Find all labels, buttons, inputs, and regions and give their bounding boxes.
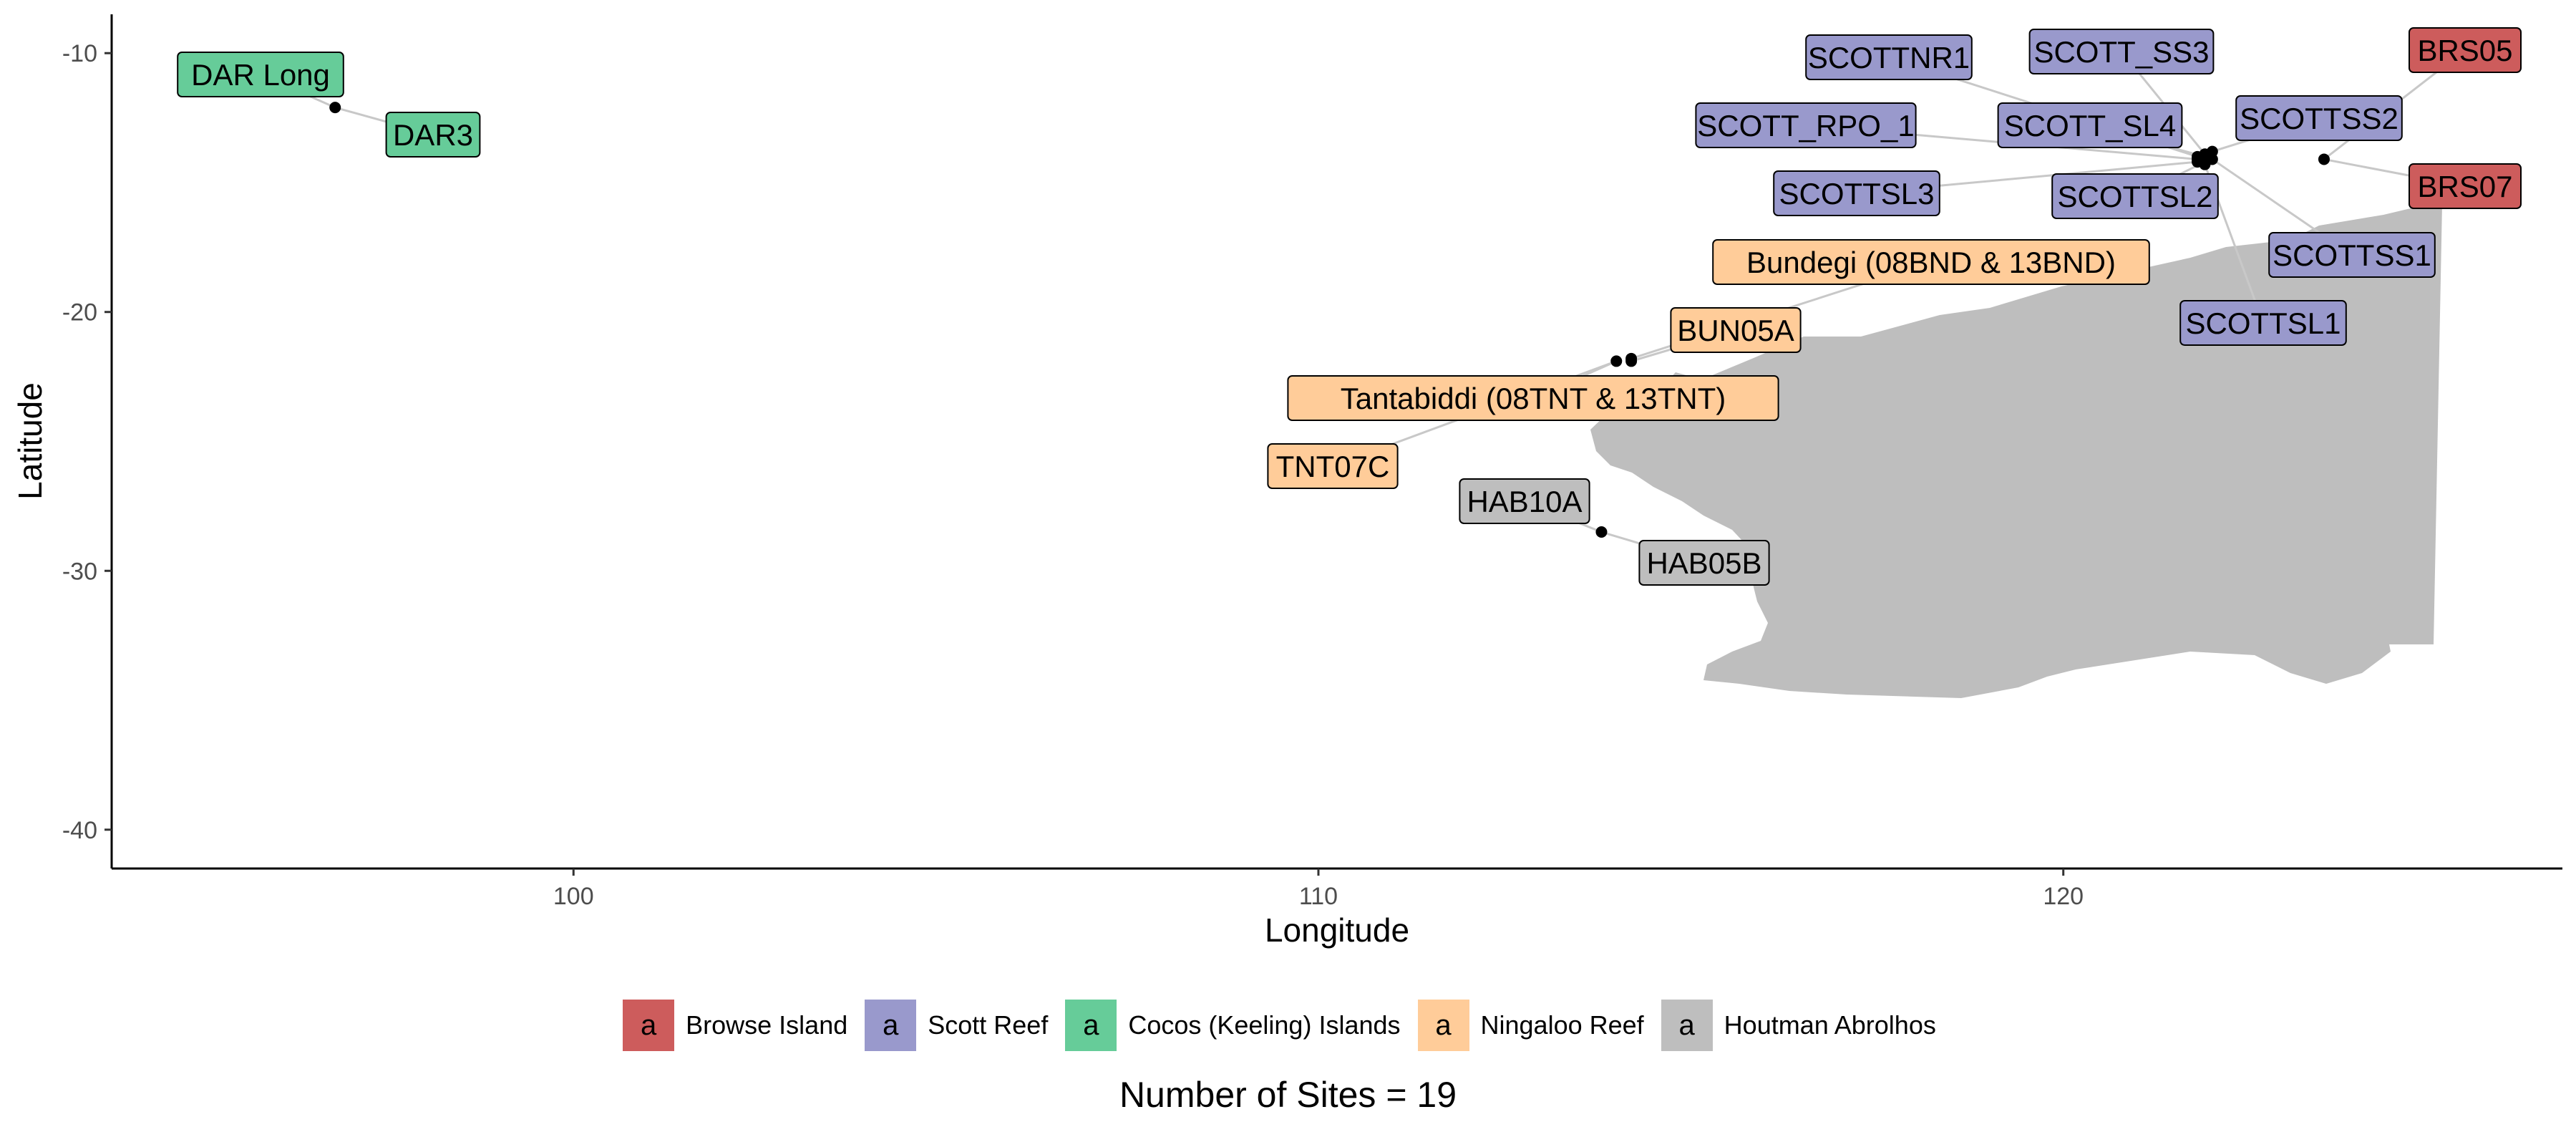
site-label: SCOTTSS1: [2268, 232, 2436, 278]
site-label-box: [385, 112, 481, 158]
site-label-box: [1287, 375, 1779, 421]
site-label: SCOTTNR1: [1805, 34, 1973, 80]
site-label: HAB10A: [1459, 478, 1590, 524]
site-label: Bundegi (08BND & 13BND): [1712, 239, 2150, 285]
site-label-text: SCOTTSS1: [2273, 238, 2431, 272]
site-label-text: BRS07: [2417, 170, 2512, 203]
legend-label: Browse Island: [686, 1010, 848, 1040]
site-label-text: DAR3: [393, 118, 473, 152]
y-tick-label: -10: [62, 40, 97, 67]
site-point: [1595, 526, 1608, 538]
x-tick-label: 100: [553, 883, 594, 910]
x-tick-label: 110: [1299, 883, 1338, 910]
legend: a Browse Island a Scott Reef a Cocos (Keeling…: [0, 1000, 2576, 1051]
legend-item: a Scott Reef: [865, 1000, 1048, 1051]
site-label: HAB05B: [1638, 540, 1770, 586]
site-label: DAR Long: [177, 52, 344, 97]
site-label: Tantabiddi (08TNT & 13TNT): [1287, 375, 1779, 421]
site-label: BUN05A: [1670, 307, 1802, 353]
site-label: SCOTT_SS3: [2028, 29, 2215, 74]
y-ticks: -10 -20 -30 -40: [62, 40, 112, 844]
site-label-text: Tantabiddi (08TNT & 13TNT): [1341, 382, 1726, 415]
site-label: SCOTT_SL4: [1997, 102, 2183, 148]
site-label-box: [1459, 478, 1590, 524]
site-label-text: HAB10A: [1467, 485, 1582, 518]
site-label-box: [1695, 102, 1917, 148]
site-label-box: [1670, 307, 1802, 353]
legend-item: a Cocos (Keeling) Islands: [1065, 1000, 1401, 1051]
site-point: [1625, 355, 1638, 367]
site-label-text: SCOTTNR1: [1808, 41, 1970, 74]
site-label-box: [2268, 232, 2436, 278]
legend-key: a: [1417, 1000, 1469, 1051]
x-axis-title: Longitude: [1265, 911, 1409, 949]
site-label-text: BUN05A: [1677, 314, 1794, 347]
site-label-box: [1773, 170, 1940, 216]
legend-key: a: [1661, 1000, 1713, 1051]
site-label-text: DAR Long: [191, 58, 330, 92]
site-point: [2318, 153, 2330, 165]
site-label: BRS07: [2409, 163, 2522, 209]
site-label: SCOTTSS2: [2235, 95, 2403, 141]
site-labels: BRS05 BRS07 SCOTTNR1 SCOTT_SS3 SCOTT_RPO_1 SC…: [177, 27, 2522, 586]
y-tick-label: -30: [62, 558, 97, 585]
site-label: SCOTTSL2: [2051, 173, 2219, 219]
legend-label: Cocos (Keeling) Islands: [1128, 1010, 1401, 1040]
site-label-text: TNT07C: [1276, 450, 1390, 483]
site-label-text: SCOTTSS2: [2240, 102, 2398, 135]
site-label-text: SCOTT_RPO_1: [1697, 109, 1914, 142]
y-tick-label: -20: [62, 299, 97, 326]
site-label-text: SCOTT_SS3: [2033, 35, 2209, 69]
site-label-text: Bundegi (08BND & 13BND): [1746, 246, 2116, 279]
site-label-box: [1805, 34, 1973, 80]
site-label-text: HAB05B: [1646, 546, 1761, 580]
legend-label: Ningaloo Reef: [1480, 1010, 1644, 1040]
site-points: [329, 102, 2330, 538]
site-label: SCOTTSL3: [1773, 170, 1940, 216]
site-label: SCOTT_RPO_1: [1695, 102, 1917, 148]
legend-item: a Ningaloo Reef: [1417, 1000, 1644, 1051]
site-label-text: SCOTTSL3: [1779, 177, 1934, 211]
legend-label: Houtman Abrolhos: [1724, 1010, 1936, 1040]
site-point: [1610, 355, 1623, 367]
site-label-box: [2409, 163, 2522, 209]
site-point: [2199, 158, 2211, 170]
site-count-caption: Number of Sites = 19: [1119, 1075, 1457, 1115]
site-label: TNT07C: [1267, 443, 1399, 489]
site-label: SCOTTSL1: [2179, 300, 2347, 346]
legend-key: a: [865, 1000, 917, 1051]
legend-label: Scott Reef: [928, 1010, 1049, 1040]
x-tick-label: 120: [2043, 883, 2084, 910]
legend-item: a Browse Island: [623, 1000, 847, 1051]
site-label-text: SCOTT_SL4: [2004, 109, 2176, 142]
site-label-box: [1638, 540, 1770, 586]
site-label: BRS05: [2409, 27, 2522, 73]
site-label-box: [1997, 102, 2183, 148]
y-axis-title: Latitude: [11, 382, 49, 500]
site-label-text: SCOTTSL2: [2057, 180, 2212, 213]
site-label-box: [2051, 173, 2219, 219]
site-point: [329, 102, 341, 114]
site-label-box: [2235, 95, 2403, 141]
legend-key: a: [1065, 1000, 1117, 1051]
legend-key: a: [623, 1000, 675, 1051]
site-label-box: [1712, 239, 2150, 285]
site-label-text: SCOTTSL1: [2185, 306, 2341, 340]
map-plot: -10 -20 -30 -40 100 110 120 Longitude Latitud…: [11, 14, 2562, 949]
site-label-box: [2179, 300, 2347, 346]
site-label: DAR3: [385, 112, 481, 158]
site-label-box: [2028, 29, 2215, 74]
site-label-box: [177, 52, 344, 97]
x-ticks: 100 110 120: [553, 869, 2084, 910]
site-label-text: BRS05: [2417, 34, 2512, 67]
y-tick-label: -40: [62, 817, 97, 844]
legend-item: a Houtman Abrolhos: [1661, 1000, 1936, 1051]
site-label-box: [1267, 443, 1399, 489]
site-label-box: [2409, 27, 2522, 73]
